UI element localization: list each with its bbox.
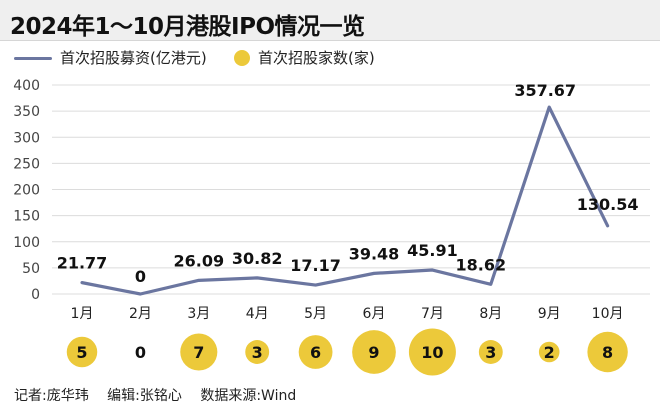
x-tick-label: 2月 bbox=[129, 306, 152, 322]
bubble-count bbox=[587, 331, 628, 373]
bubble-count bbox=[298, 335, 333, 369]
bubble-label: 8 bbox=[602, 343, 613, 362]
data-label-funds: 45.91 bbox=[407, 241, 458, 260]
series-line-funds bbox=[80, 105, 610, 296]
y-tick-label: 300 bbox=[13, 130, 40, 146]
bubble-count bbox=[66, 336, 98, 368]
x-tick-label: 9月 bbox=[538, 306, 561, 322]
bubble-count bbox=[245, 340, 270, 364]
x-tick-label: 5月 bbox=[304, 306, 327, 322]
x-tick-label: 7月 bbox=[421, 306, 444, 322]
y-tick-label: 100 bbox=[13, 235, 40, 251]
x-tick-label: 10月 bbox=[592, 306, 624, 322]
legend-label-funds: 首次招股募资(亿港元) bbox=[60, 49, 207, 67]
bubble-count bbox=[352, 330, 396, 374]
y-tick-label: 400 bbox=[13, 78, 40, 94]
y-tick-label: 350 bbox=[13, 104, 40, 120]
legend-line-swatch bbox=[14, 57, 52, 60]
bubble-label: 7 bbox=[193, 343, 204, 362]
x-tick-label: 6月 bbox=[363, 306, 386, 322]
data-label-funds: 39.48 bbox=[349, 244, 400, 263]
data-label-funds: 21.77 bbox=[57, 254, 108, 273]
legend-dot-swatch bbox=[234, 50, 250, 66]
bubble-label: 2 bbox=[544, 343, 555, 362]
y-tick-label: 50 bbox=[22, 261, 40, 277]
bubble-count bbox=[408, 328, 456, 376]
bubble-count bbox=[180, 333, 218, 371]
footer-reporter: 记者:庞华玮 bbox=[14, 388, 89, 404]
data-label-funds: 18.62 bbox=[455, 255, 506, 274]
bubble-label: 9 bbox=[368, 343, 379, 362]
bubble-label: 5 bbox=[76, 343, 87, 362]
y-tick-label: 200 bbox=[13, 183, 40, 199]
data-label-funds: 26.09 bbox=[173, 251, 224, 270]
bubble-label: 0 bbox=[135, 343, 146, 362]
bubble-label: 3 bbox=[252, 343, 263, 362]
bubble-label: 10 bbox=[421, 343, 443, 362]
data-label-funds: 17.17 bbox=[290, 256, 341, 275]
x-tick-label: 8月 bbox=[479, 306, 502, 322]
data-label-funds: 0 bbox=[135, 267, 146, 286]
y-tick-label: 0 bbox=[31, 287, 40, 303]
bubble-count bbox=[538, 341, 560, 363]
data-label-funds: 130.54 bbox=[577, 195, 639, 214]
chart-title: 2024年1～10月港股IPO情况一览 bbox=[10, 14, 365, 40]
bubble-label: 3 bbox=[485, 343, 496, 362]
footer-source: 数据来源:Wind bbox=[200, 388, 297, 404]
bubble-count bbox=[478, 340, 503, 364]
x-tick-label: 4月 bbox=[246, 306, 269, 322]
data-label-funds: 357.67 bbox=[514, 81, 576, 100]
data-label-funds: 30.82 bbox=[232, 249, 283, 268]
x-tick-label: 1月 bbox=[71, 306, 94, 322]
footer: 记者:庞华玮 编辑:张铭心 数据来源:Wind bbox=[14, 385, 310, 405]
title-bar: 2024年1～10月港股IPO情况一览 bbox=[0, 0, 660, 41]
footer-editor: 编辑:张铭心 bbox=[107, 388, 182, 404]
legend-label-count: 首次招股家数(家) bbox=[258, 49, 375, 67]
y-tick-label: 250 bbox=[13, 156, 40, 172]
y-tick-label: 150 bbox=[13, 209, 40, 225]
bubble-label: 6 bbox=[310, 343, 321, 362]
x-tick-label: 3月 bbox=[187, 306, 210, 322]
